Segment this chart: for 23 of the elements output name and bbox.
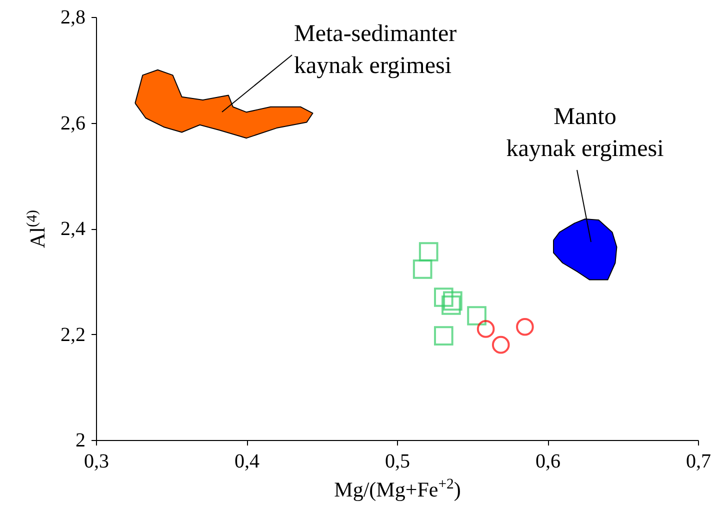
y-tick-label: 2,8	[60, 6, 86, 28]
y-tick-label: 2,6	[60, 112, 86, 134]
x-tick-label: 0,7	[686, 450, 711, 472]
y-tick-label: 2	[76, 430, 86, 452]
point	[476, 320, 495, 338]
x-tick-label: 0,5	[385, 450, 410, 472]
x-tick-label: 0,3	[84, 450, 109, 472]
point	[492, 336, 510, 354]
x-tick-label: 0,6	[536, 450, 560, 472]
point	[412, 260, 432, 279]
point	[434, 288, 454, 307]
point	[434, 326, 454, 346]
y-tick-label: 2,4	[60, 218, 86, 240]
annotation: Meta-sedimanter kaynak ergimesi	[294, 21, 457, 79]
point	[418, 242, 438, 262]
annotation: Manto kaynak ergimesi	[506, 104, 664, 162]
y-tick-label: 2,2	[60, 324, 86, 346]
point	[516, 318, 534, 336]
point	[442, 296, 461, 315]
x-axis-title: Mg/(Mg+Fe$^{+2}$)	[334, 476, 461, 502]
point	[443, 291, 462, 311]
x-tick-label: 0,4	[234, 450, 260, 472]
point	[467, 306, 486, 326]
